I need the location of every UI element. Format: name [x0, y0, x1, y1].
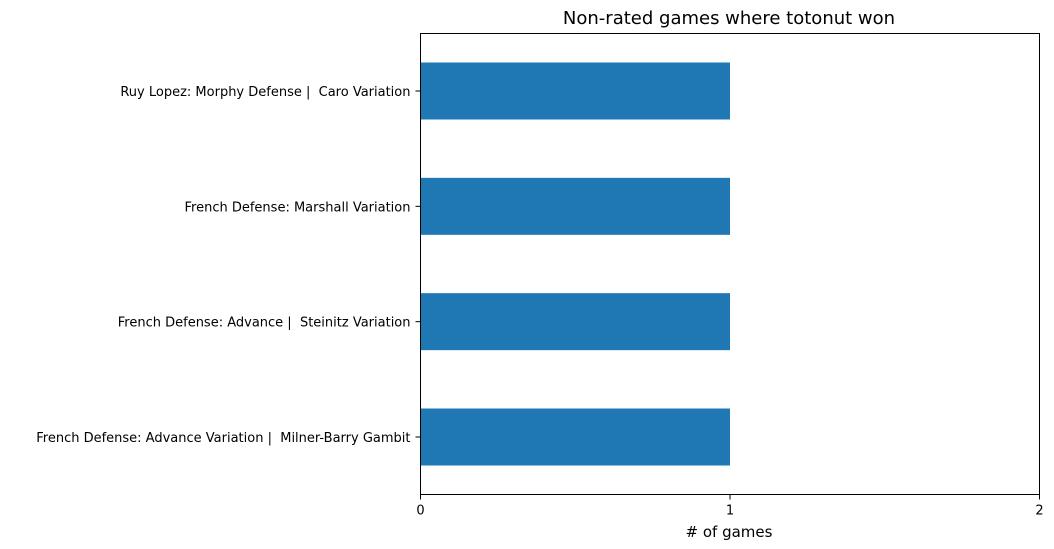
- y-tick-label: Ruy Lopez: Morphy Defense | Caro Variati…: [120, 85, 410, 100]
- x-axis-label: # of games: [686, 523, 773, 541]
- bar: [420, 177, 730, 235]
- x-tick-label: 1: [726, 504, 734, 519]
- y-tick-label: French Defense: Marshall Variation: [185, 200, 411, 215]
- bar: [420, 293, 730, 351]
- x-tick-label: 2: [1035, 504, 1043, 519]
- chart-title: Non-rated games where totonut won: [563, 8, 895, 29]
- bars-layer: [420, 62, 730, 466]
- y-tick-label: French Defense: Advance | Steinitz Varia…: [118, 316, 411, 331]
- x-tick-label: 0: [416, 504, 424, 519]
- x-axis: 0 1 2: [416, 494, 1044, 519]
- bar: [420, 408, 730, 466]
- y-axis: Ruy Lopez: Morphy Defense | Caro Variati…: [36, 85, 421, 446]
- bar: [420, 62, 730, 120]
- y-tick-label: French Defense: Advance Variation | Miln…: [36, 431, 410, 446]
